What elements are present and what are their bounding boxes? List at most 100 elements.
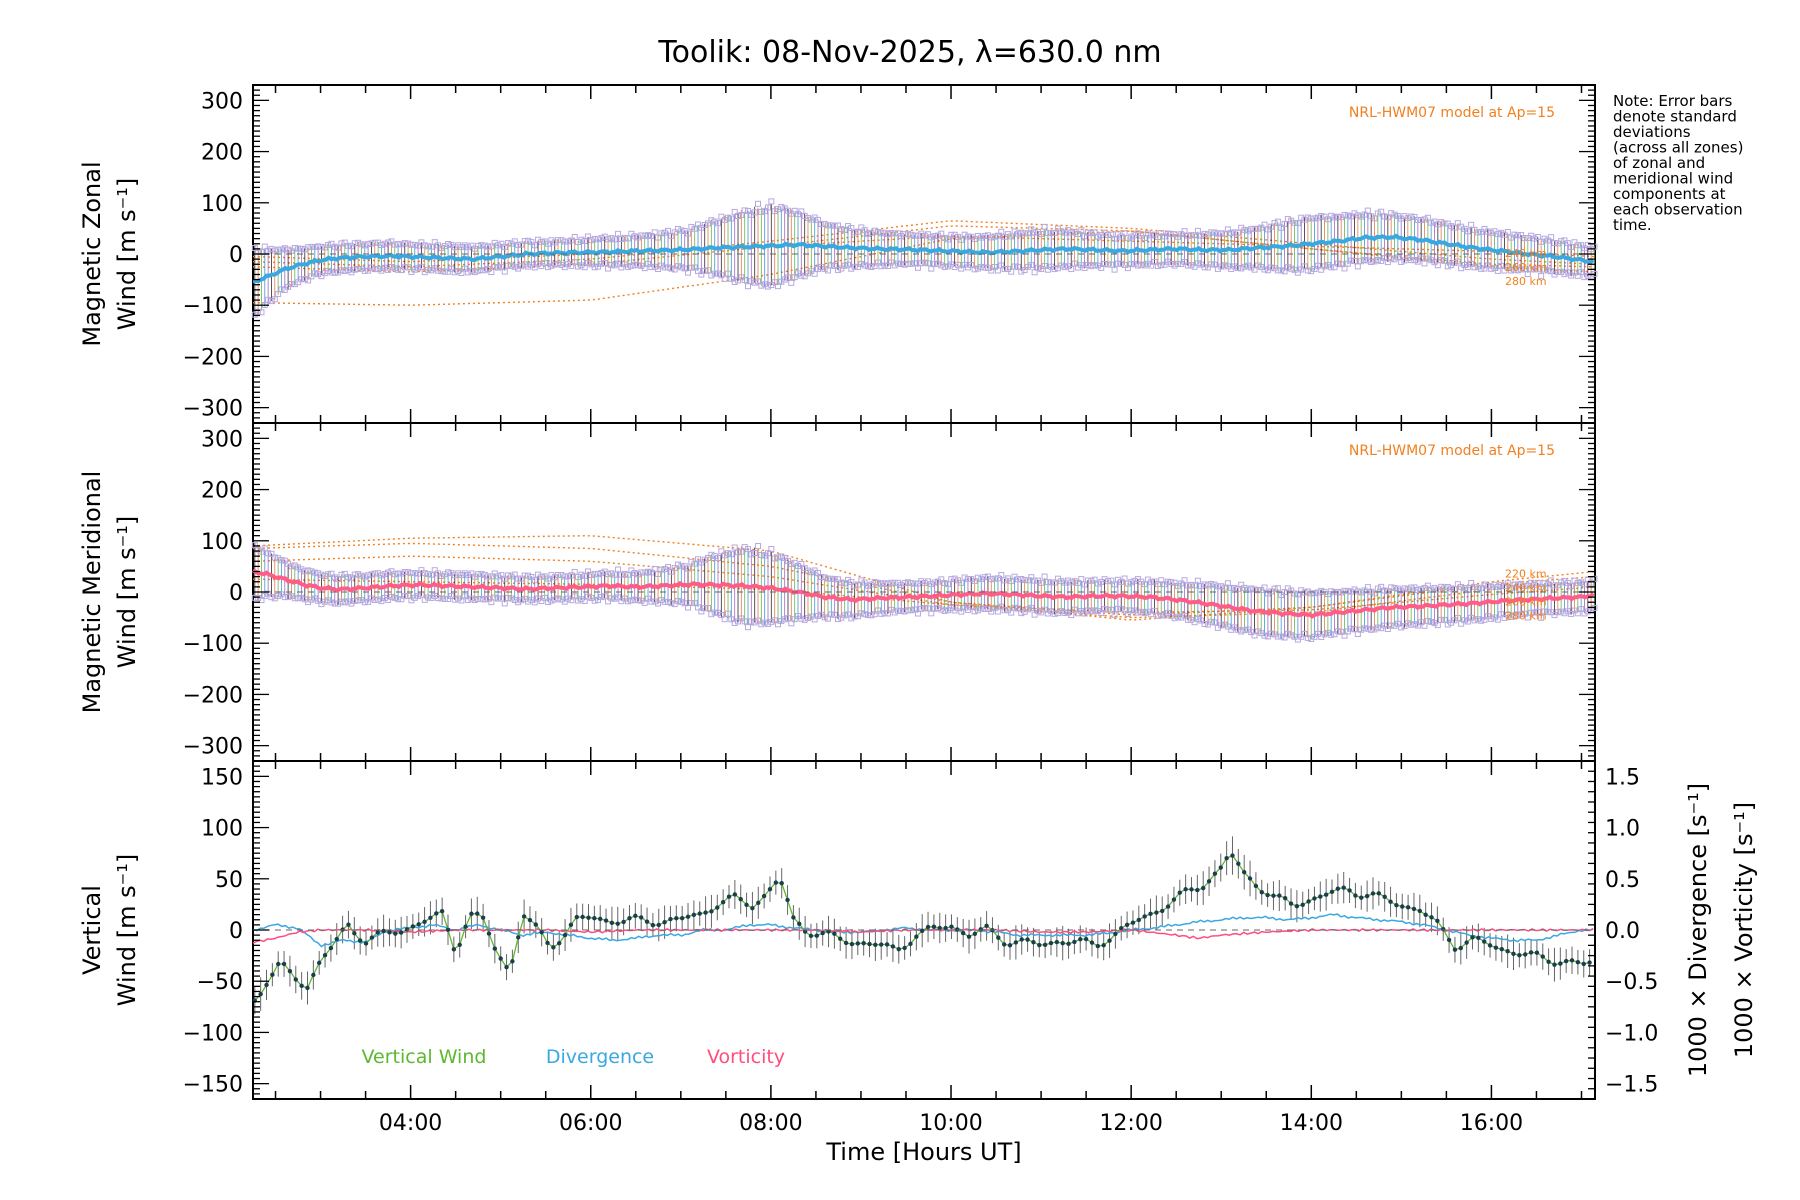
zone-sample <box>478 242 485 249</box>
zone-sample <box>298 245 305 252</box>
zone-sample <box>258 309 265 316</box>
vertical-wind-point <box>1165 904 1171 909</box>
vorticity-axis-label: 1000 × Vorticity [s⁻¹] <box>1730 802 1758 1058</box>
zone-sample <box>1478 265 1485 272</box>
zone-sample <box>1421 216 1428 223</box>
zone-sample <box>718 611 725 618</box>
zone-sample <box>731 619 738 626</box>
zone-sample <box>1254 587 1261 594</box>
zone-sample <box>1051 229 1058 236</box>
vertical-wind-point <box>428 915 433 920</box>
zone-sample <box>1148 232 1155 239</box>
zone-sample <box>934 260 941 267</box>
vertical-wind-point <box>398 930 404 935</box>
zone-sample <box>1328 631 1335 638</box>
zone-sample <box>1244 262 1251 269</box>
zone-sample <box>408 241 415 248</box>
zone-sample <box>1181 259 1188 266</box>
zone-sample <box>435 595 442 602</box>
vertical-wind-point <box>1423 912 1428 917</box>
zone-sample <box>525 263 532 270</box>
zone-sample <box>1061 610 1068 617</box>
zone-sample <box>1331 214 1338 221</box>
zone-sample <box>545 599 552 606</box>
vertical-wind-point <box>1019 937 1024 942</box>
zone-sample <box>468 242 475 249</box>
zone-sample <box>425 594 432 601</box>
zone-sample <box>1424 617 1431 624</box>
y-tick-label: 200 <box>201 479 243 504</box>
zone-sample <box>788 620 795 627</box>
zone-sample <box>1068 579 1075 586</box>
zone-sample <box>1124 265 1131 272</box>
vertical-wind-point <box>1130 920 1136 925</box>
zone-sample <box>361 599 368 606</box>
zone-sample <box>551 596 558 603</box>
vertical-wind-point <box>843 940 849 946</box>
zone-sample <box>814 612 821 619</box>
zone-sample <box>301 568 308 575</box>
zone-sample <box>755 200 762 207</box>
zone-sample <box>295 564 302 571</box>
zone-sample <box>765 283 772 290</box>
zone-sample <box>1084 229 1091 236</box>
vertical-wind-point <box>1247 876 1253 881</box>
zone-sample <box>1544 237 1551 244</box>
zone-sample <box>1334 628 1341 635</box>
zone-sample <box>668 568 675 575</box>
vertical-wind-point <box>480 915 486 920</box>
zone-sample <box>1021 577 1028 584</box>
zone-sample <box>465 572 472 579</box>
zone-sample <box>498 595 505 602</box>
zone-sample <box>475 267 482 274</box>
vertical-wind-point <box>662 919 667 925</box>
zone-sample <box>545 264 552 271</box>
zone-sample <box>1141 581 1148 588</box>
zone-sample <box>1014 576 1021 583</box>
vertical-wind-point <box>557 940 562 946</box>
zone-sample <box>1368 626 1375 633</box>
zone-sample <box>838 226 845 233</box>
zone-sample <box>605 571 612 578</box>
zone-sample <box>1204 264 1211 271</box>
zone-sample <box>268 245 275 252</box>
zone-sample <box>545 240 552 247</box>
vertical-wind-point <box>984 923 989 929</box>
zone-sample <box>591 235 598 242</box>
zone-sample <box>834 267 841 274</box>
zone-sample <box>1364 207 1371 214</box>
zone-sample <box>1251 225 1258 232</box>
zone-sample <box>581 572 588 579</box>
meridional-ylabel-line2: Wind [m s⁻¹] <box>113 516 141 668</box>
zone-sample <box>908 580 915 587</box>
vertical-wind-point <box>1353 893 1358 898</box>
zone-sample <box>275 592 282 599</box>
zone-sample <box>1248 629 1255 636</box>
zone-sample <box>781 554 788 561</box>
zone-sample <box>938 230 945 237</box>
zone-sample <box>1084 261 1091 268</box>
zone-sample <box>501 243 508 250</box>
zone-sample <box>775 554 782 561</box>
zone-sample <box>741 544 748 551</box>
zone-sample <box>1188 262 1195 269</box>
zone-sample <box>841 580 848 587</box>
vertical-wind-point <box>1388 899 1393 904</box>
zone-sample <box>924 605 931 612</box>
zone-sample <box>1058 262 1065 269</box>
zone-sample <box>468 570 475 577</box>
zone-sample <box>1384 259 1391 266</box>
zone-sample <box>971 266 978 273</box>
zone-sample <box>508 262 515 269</box>
zone-sample <box>475 596 482 603</box>
zone-sample <box>1044 229 1051 236</box>
zone-sample <box>1378 583 1385 590</box>
zone-sample <box>521 572 528 579</box>
vertical-wind-point <box>580 914 585 920</box>
zone-sample <box>871 263 878 270</box>
vertical-wind-point <box>486 931 492 936</box>
zone-sample <box>1038 266 1045 273</box>
zone-sample <box>431 239 438 246</box>
y2-tick-label: 1.5 <box>1605 765 1640 790</box>
vertical-wind-point <box>1505 949 1510 954</box>
